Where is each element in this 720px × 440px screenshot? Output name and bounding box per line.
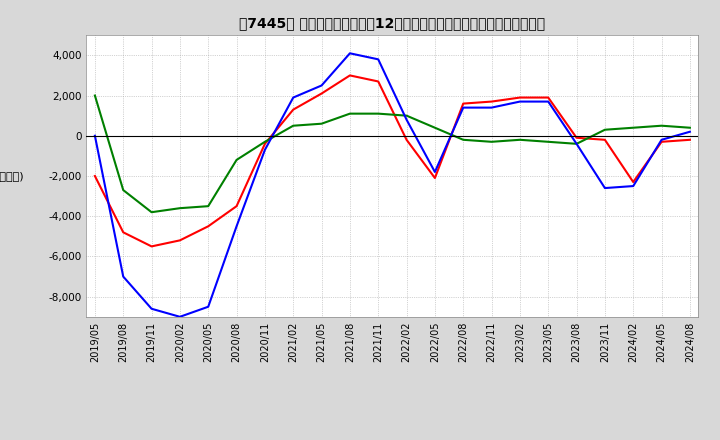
フリーCF [374, 57, 382, 62]
投資CF [459, 137, 467, 143]
投資CF [176, 205, 184, 211]
Line: 営業CF: 営業CF [95, 75, 690, 246]
営業CF [318, 91, 326, 96]
営業CF [487, 99, 496, 104]
投資CF [629, 125, 637, 130]
投資CF [91, 93, 99, 98]
フリーCF [119, 274, 127, 279]
Line: フリーCF: フリーCF [95, 53, 690, 317]
フリーCF [629, 183, 637, 189]
営業CF [431, 176, 439, 181]
営業CF [374, 79, 382, 84]
投資CF [487, 139, 496, 144]
投資CF [233, 157, 241, 162]
営業CF [544, 95, 552, 100]
フリーCF [459, 105, 467, 110]
フリーCF [600, 185, 609, 191]
フリーCF [402, 117, 411, 122]
投資CF [289, 123, 297, 128]
営業CF [402, 137, 411, 143]
フリーCF [148, 306, 156, 312]
フリーCF [544, 99, 552, 104]
フリーCF [318, 83, 326, 88]
営業CF [176, 238, 184, 243]
営業CF [629, 180, 637, 185]
投資CF [516, 137, 524, 143]
営業CF [516, 95, 524, 100]
投資CF [374, 111, 382, 116]
Y-axis label: (百万円): (百万円) [0, 171, 24, 181]
営業CF [289, 107, 297, 112]
営業CF [204, 224, 212, 229]
営業CF [459, 101, 467, 106]
営業CF [148, 244, 156, 249]
投資CF [318, 121, 326, 126]
フリーCF [204, 304, 212, 309]
フリーCF [233, 224, 241, 229]
投資CF [431, 125, 439, 130]
フリーCF [657, 137, 666, 143]
投資CF [261, 139, 269, 144]
営業CF [346, 73, 354, 78]
営業CF [657, 139, 666, 144]
営業CF [261, 141, 269, 147]
営業CF [91, 173, 99, 179]
フリーCF [176, 314, 184, 319]
営業CF [600, 137, 609, 143]
Line: 投資CF: 投資CF [95, 95, 690, 212]
投資CF [657, 123, 666, 128]
フリーCF [261, 147, 269, 153]
フリーCF [516, 99, 524, 104]
投資CF [600, 127, 609, 132]
フリーCF [346, 51, 354, 56]
投資CF [402, 113, 411, 118]
営業CF [233, 204, 241, 209]
投資CF [346, 111, 354, 116]
投資CF [204, 204, 212, 209]
営業CF [685, 137, 694, 143]
Title: 【7445】 キャッシュフローの12か月移動合計の対前年同期増減額の推移: 【7445】 キャッシュフローの12か月移動合計の対前年同期増減額の推移 [239, 16, 546, 30]
フリーCF [431, 169, 439, 175]
投資CF [685, 125, 694, 130]
投資CF [148, 209, 156, 215]
投資CF [572, 141, 581, 147]
フリーCF [487, 105, 496, 110]
フリーCF [91, 133, 99, 139]
営業CF [572, 135, 581, 140]
投資CF [119, 187, 127, 193]
営業CF [119, 230, 127, 235]
投資CF [544, 139, 552, 144]
フリーCF [289, 95, 297, 100]
フリーCF [572, 141, 581, 147]
フリーCF [685, 129, 694, 134]
